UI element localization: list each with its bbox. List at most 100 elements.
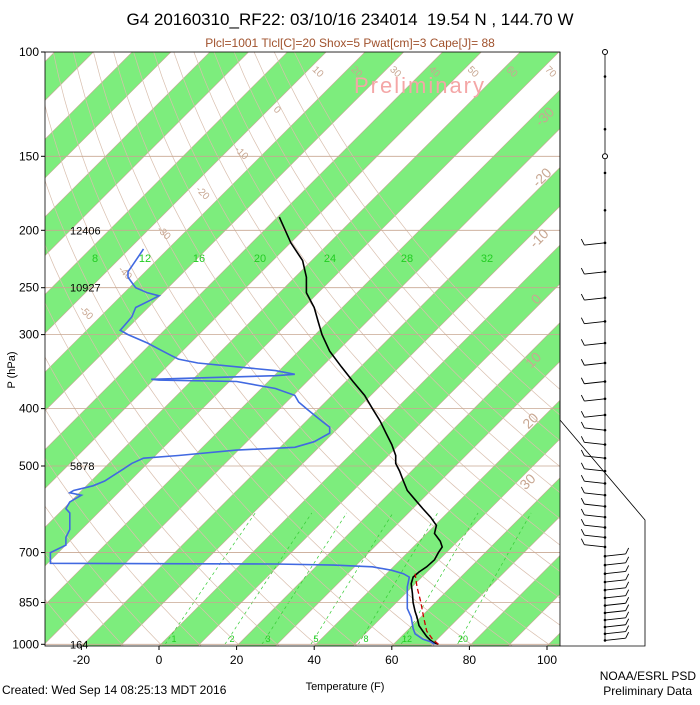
y-tick-label: 150 xyxy=(19,149,39,163)
wind-barb xyxy=(584,398,606,402)
temperature-profile xyxy=(278,216,444,646)
wind-barb-flag xyxy=(580,486,585,494)
mixing-ratio-label-low: 5 xyxy=(313,634,318,644)
mixing-ratio-label-low: 12 xyxy=(402,634,412,644)
wind-barb xyxy=(584,320,606,325)
wind-barb xyxy=(604,595,626,599)
preliminary-footer: Preliminary Data xyxy=(603,684,692,698)
wind-barb-flag xyxy=(625,611,630,618)
wind-point xyxy=(603,127,607,131)
wind-barb-flag xyxy=(580,436,585,443)
isotherm-line xyxy=(236,322,560,646)
isotherm-line xyxy=(352,438,560,646)
dry-adiabat xyxy=(213,52,560,494)
y-tick-label: 300 xyxy=(19,328,39,342)
isotherm-line xyxy=(313,399,560,646)
isotherm-line xyxy=(81,166,560,646)
wind-open-circle xyxy=(602,153,608,160)
created-footer: Created: Wed Sep 14 08:25:13 MDT 2016 xyxy=(2,683,227,697)
wind-barb xyxy=(584,297,606,301)
isotherm-line xyxy=(119,205,560,646)
y-tick-label: 850 xyxy=(19,595,39,609)
dry-adiabat xyxy=(52,52,474,646)
wind-barb xyxy=(584,271,606,275)
dry-adiabat xyxy=(45,552,124,646)
wind-barb-flag xyxy=(580,339,585,346)
dry-adiabat xyxy=(273,52,560,416)
wind-point xyxy=(603,75,607,78)
mixing-ratio-line xyxy=(457,512,532,645)
wind-barb-flag xyxy=(625,597,630,604)
y-tick-label: 1000 xyxy=(12,637,39,651)
isotherm-line xyxy=(45,52,366,373)
isotherm-line xyxy=(45,52,172,179)
wind-open-circle xyxy=(602,49,608,55)
isotherm-line xyxy=(45,52,560,567)
y-tick-label: 100 xyxy=(19,45,39,59)
isotherm-line xyxy=(507,593,560,646)
dry-adiabat xyxy=(153,52,560,572)
wind-barb-flag xyxy=(580,497,585,505)
mixing-ratio-label-low: 8 xyxy=(363,634,368,644)
dry-adiabat xyxy=(133,52,560,599)
wind-barb xyxy=(584,362,606,366)
mixing-ratio-label-low: 3 xyxy=(265,634,270,644)
height-label: 164 xyxy=(70,639,88,651)
wind-barb xyxy=(604,610,626,614)
height-label: 10927 xyxy=(70,283,101,295)
wind-barb-flag xyxy=(625,565,630,572)
mixing-ratio-label: 28 xyxy=(401,253,413,265)
mixing-ratio-line xyxy=(261,512,348,645)
mixing-ratio-label: 8 xyxy=(92,253,98,265)
wind-barb xyxy=(604,562,626,566)
wind-barb-flag xyxy=(625,573,630,580)
isotherm-line xyxy=(158,244,560,646)
dry-adiabat xyxy=(45,598,86,646)
wind-barb-flag xyxy=(580,377,585,384)
wind-barb-flag xyxy=(625,631,630,639)
isotherm-label: -30 xyxy=(154,224,172,242)
wind-barb xyxy=(604,587,626,591)
wind-barb-flag xyxy=(580,508,585,516)
mixing-ratio-line xyxy=(164,512,256,645)
wind-barb xyxy=(584,534,606,538)
isotherm-line xyxy=(45,52,482,489)
isotherm-line xyxy=(45,52,133,140)
isotherm-line xyxy=(391,477,560,646)
chart-title: G4 20160310_RF22: 03/10/16 234014 19.54 … xyxy=(126,10,574,29)
isotherm-line xyxy=(45,52,211,218)
watermark-text: Preliminary xyxy=(354,73,486,98)
wind-barb xyxy=(604,553,626,557)
isotherm-line xyxy=(546,632,560,646)
x-tick-label: -20 xyxy=(73,653,91,667)
wind-barb xyxy=(584,427,606,431)
dry-adiabat xyxy=(45,243,358,646)
wind-barb xyxy=(584,455,606,459)
dry-adiabat xyxy=(73,52,513,646)
isotherm-line xyxy=(197,283,560,646)
isotherm-line xyxy=(586,12,700,646)
mixing-ratio-line xyxy=(400,512,479,645)
wind-barb xyxy=(604,631,626,635)
dry-adiabat xyxy=(113,52,560,626)
isotherm-label: -50 xyxy=(77,304,95,322)
isotherm-label: 10 xyxy=(310,64,326,80)
dry-adiabat xyxy=(45,505,163,646)
wind-barb-flag xyxy=(580,394,585,402)
isotherm-band xyxy=(625,12,700,646)
wind-barb-flag xyxy=(580,293,585,301)
wind-barb-flag xyxy=(580,528,585,536)
wind-barb-flag xyxy=(580,267,585,275)
isotherm-line xyxy=(45,52,405,412)
isotherm-label: -20 xyxy=(193,184,211,202)
wind-barb xyxy=(584,342,606,346)
isotherm-line xyxy=(45,52,288,295)
isotherm-label: 0 xyxy=(271,104,283,116)
wind-barb xyxy=(604,624,626,628)
x-tick-label: 0 xyxy=(156,653,163,667)
isotherm-band xyxy=(45,89,560,644)
isotherm-line xyxy=(45,52,327,334)
